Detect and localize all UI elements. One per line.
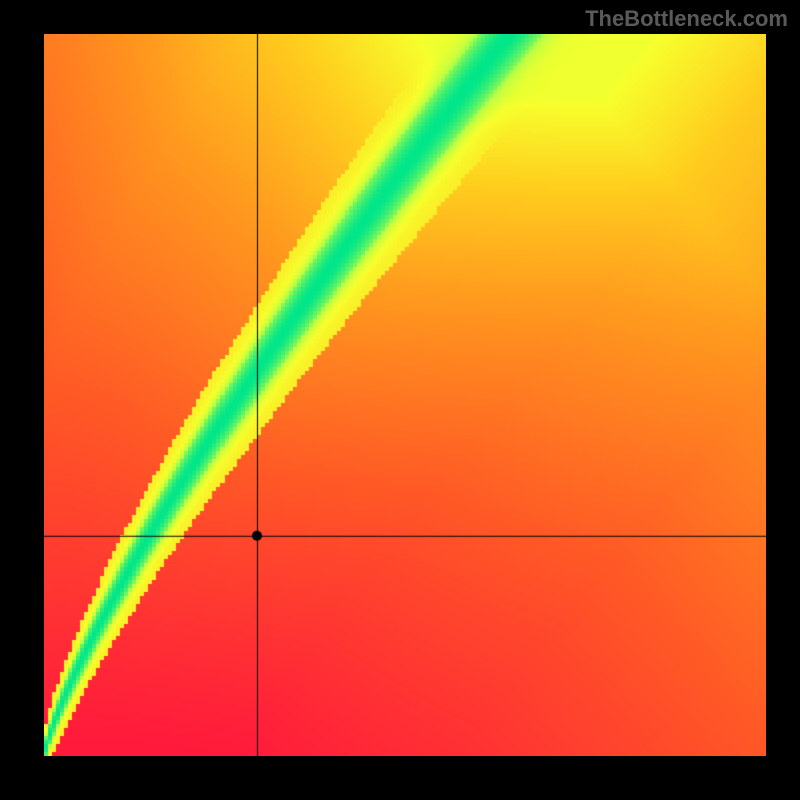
chart-container: TheBottleneck.com (0, 0, 800, 800)
bottleneck-heatmap (44, 34, 766, 756)
watermark-text: TheBottleneck.com (585, 6, 788, 32)
